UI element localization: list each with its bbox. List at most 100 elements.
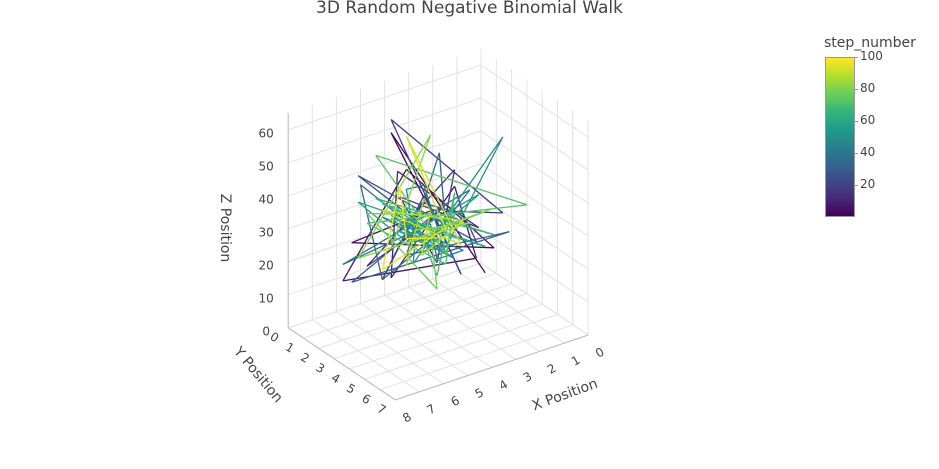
walk-segment: [429, 230, 438, 290]
y-tick-label: 5: [344, 381, 358, 397]
y-tick-label: 4: [329, 371, 343, 387]
floor-grid-x: [408, 286, 517, 360]
z-tick-label: 50: [259, 159, 274, 173]
walk-segment: [357, 134, 432, 259]
floor-grid-y: [379, 324, 573, 391]
walk-segment: [382, 209, 462, 246]
walk-segment: [423, 198, 432, 212]
walk-segment: [423, 195, 462, 275]
walk-segment: [342, 257, 477, 282]
walk-segment: [406, 236, 446, 240]
walk-trace: [342, 119, 528, 290]
colorbar-tick-mark: [854, 88, 858, 90]
x-tick-label: 1: [569, 353, 583, 369]
walk-segment: [358, 222, 471, 259]
z-tick-label: 60: [259, 126, 274, 140]
walk-segment: [366, 222, 447, 265]
x-tick-label: 0: [593, 345, 607, 361]
wall-grid-z: [288, 262, 482, 329]
walk-segment: [438, 215, 447, 229]
walk-segment: [357, 201, 401, 237]
x-tick-label: 6: [448, 393, 462, 409]
colorbar-tick-label: 100: [860, 49, 883, 63]
colorbar: [825, 57, 855, 217]
y-tick-label: 1: [283, 340, 297, 356]
colorbar-tick-label: 80: [860, 80, 876, 95]
wall-grid-z: [480, 229, 589, 303]
z-axis-title: Z Position: [217, 194, 233, 263]
walk-segment: [406, 184, 425, 190]
walk-segment: [412, 243, 416, 265]
walk-segment: [381, 227, 447, 271]
y-tick-label: 2: [298, 350, 312, 366]
z-tick-label: 30: [259, 225, 274, 239]
walk-segment: [399, 186, 408, 239]
z-tick-label: 40: [259, 192, 274, 206]
floor-grid-y: [318, 283, 512, 349]
wall-grid-z: [288, 64, 482, 131]
floor-grid-y: [333, 293, 528, 360]
walk-segment: [399, 196, 479, 229]
wall-grid-z: [480, 97, 589, 171]
y-axis-title: Y Position: [230, 343, 286, 406]
walk-segment: [357, 175, 477, 243]
walk-segment: [405, 136, 440, 216]
walk-segment: [390, 132, 486, 274]
colorbar-tick-label: 40: [860, 144, 876, 159]
walk-segment: [397, 230, 440, 243]
floor-grid-x: [360, 303, 468, 377]
colorbar-tick-mark: [854, 120, 858, 122]
walk-segment: [381, 186, 401, 271]
walk-segment: [445, 136, 504, 248]
walk-segment: [366, 204, 527, 224]
z-tick-label: 10: [259, 291, 274, 305]
colorbar-title: step_number: [824, 35, 916, 51]
wall-grid-z: [288, 130, 482, 197]
walk-segment: [414, 194, 480, 231]
x-tick-label: 8: [400, 409, 414, 425]
x-axis-line: [395, 334, 589, 401]
x-tick-label: 3: [521, 369, 535, 385]
walk-segment: [375, 154, 528, 206]
walk-segment: [359, 184, 383, 280]
wall-grid-z: [288, 97, 482, 164]
floor-grid-y: [303, 272, 497, 339]
x-tick-label: 5: [473, 385, 487, 401]
colorbar-tick-label: 20: [860, 176, 876, 191]
floor-grid-x: [336, 311, 444, 385]
walk-segment: [436, 192, 456, 276]
walk-segment: [366, 212, 438, 290]
floor-grid-y: [364, 314, 558, 380]
floor-grid-y: [349, 303, 543, 370]
walk-segment: [390, 134, 432, 249]
walk-segment: [421, 210, 432, 256]
y-axis-line: [287, 327, 396, 401]
colorbar-tick-mark: [854, 184, 858, 186]
wall-grid-z: [480, 64, 589, 138]
walk-segment: [382, 209, 464, 222]
walk-segment: [412, 136, 504, 265]
colorbar-tick-mark: [854, 152, 858, 154]
colorbar-tick-mark: [854, 57, 858, 58]
x-tick-label: 2: [545, 361, 559, 377]
floor-grid-x: [456, 270, 565, 344]
y-tick-label: 6: [359, 391, 373, 407]
wall-grid-z: [480, 130, 589, 204]
walk-segment: [390, 132, 432, 212]
chart-title: 3D Random Negative Binomial Walk: [316, 0, 623, 18]
walk-segment: [405, 198, 425, 266]
walk-segment: [351, 242, 495, 249]
floor-grid-x: [312, 319, 420, 393]
walk-segment: [405, 136, 462, 245]
x-tick-label: 7: [424, 401, 438, 417]
walk-segment: [390, 119, 504, 214]
wall-grid-z: [480, 262, 589, 336]
colorbar-tick-label: 60: [860, 112, 876, 127]
y-tick-label: 3: [314, 360, 328, 376]
z-tick-label: 0: [262, 324, 270, 338]
z-tick-label: 20: [259, 258, 274, 272]
wall-grid-z: [480, 163, 589, 237]
y-tick-label: 7: [375, 401, 389, 417]
